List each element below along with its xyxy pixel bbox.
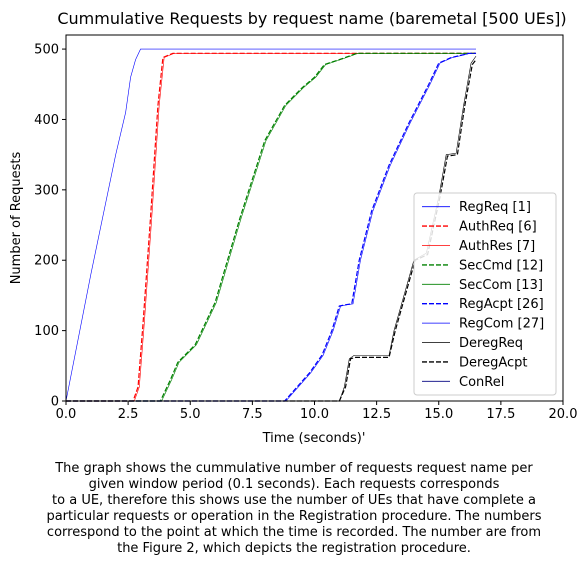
caption-line: particular requests or operation in the …	[46, 509, 542, 524]
legend-entry: ConRel	[459, 375, 504, 390]
x-tick-label: 7.5	[242, 407, 263, 422]
figure-caption: The graph shows the cummulative number o…	[0, 461, 588, 557]
series-line-4	[66, 53, 477, 402]
legend-entry: SecCmd [12]	[459, 258, 543, 273]
legend-entry: RegAcpt [26]	[459, 297, 544, 312]
series-line-7	[66, 55, 477, 402]
x-tick-label: 10.0	[300, 407, 329, 422]
y-tick-label: 500	[34, 43, 59, 58]
legend: RegReq [1] AuthReq [6] AuthRes [7] SecCmd […	[413, 192, 557, 396]
caption-line: to a UE, therefore this shows use the nu…	[52, 493, 536, 508]
legend-entry: SecCom [13]	[459, 278, 543, 293]
y-tick-label: 400	[34, 113, 59, 128]
chart-title: Cummulative Requests by request name (ba…	[57, 9, 566, 28]
chart: Cummulative Requests by request name (ba…	[9, 9, 577, 446]
series-line-3	[66, 52, 477, 402]
caption-line: given window period (0.1 seconds). Each …	[88, 477, 500, 492]
y-tick-label: 300	[34, 183, 59, 198]
x-tick-label: 5.0	[180, 407, 201, 422]
legend-entry: DeregReq	[459, 336, 523, 351]
y-tick-label: 0	[51, 395, 59, 410]
legend-entry: DeregAcpt	[459, 355, 527, 370]
legend-entry: AuthReq [6]	[459, 220, 537, 235]
y-tick-label: 200	[34, 254, 59, 269]
legend-entry: RegCom [27]	[459, 317, 544, 332]
legend-entry: RegReq [1]	[459, 200, 531, 215]
series-line-6	[66, 53, 477, 402]
series-line-2	[66, 53, 477, 402]
x-tick-label: 15.0	[424, 407, 453, 422]
series-line-1	[66, 52, 477, 402]
caption-line: correspond to the point at which the tim…	[46, 525, 542, 540]
series-line-0	[65, 48, 477, 402]
y-axis-label: Number of Requests	[9, 151, 24, 284]
caption-line: The graph shows the cummulative number o…	[55, 461, 533, 476]
legend-box	[413, 192, 557, 396]
x-tick-label: 17.5	[486, 407, 515, 422]
x-tick-label: 0.0	[56, 407, 77, 422]
series-line-8	[66, 59, 477, 402]
caption-line: the Figure 2, which depicts the registra…	[117, 541, 471, 556]
x-axis-label: Time (seconds)'	[262, 431, 366, 446]
axis-ticks: 0.0 2.5 5.0 7.5 10.0 12.5 15.0 17.5 20.0 0 100 200 3…	[34, 43, 577, 422]
y-tick-label: 100	[34, 324, 59, 339]
x-tick-label: 12.5	[362, 407, 391, 422]
plot-area	[65, 48, 477, 402]
x-tick-label: 20.0	[549, 407, 578, 422]
legend-entry: AuthRes [7]	[459, 239, 535, 254]
x-tick-label: 2.5	[118, 407, 139, 422]
series-line-5	[66, 52, 477, 402]
